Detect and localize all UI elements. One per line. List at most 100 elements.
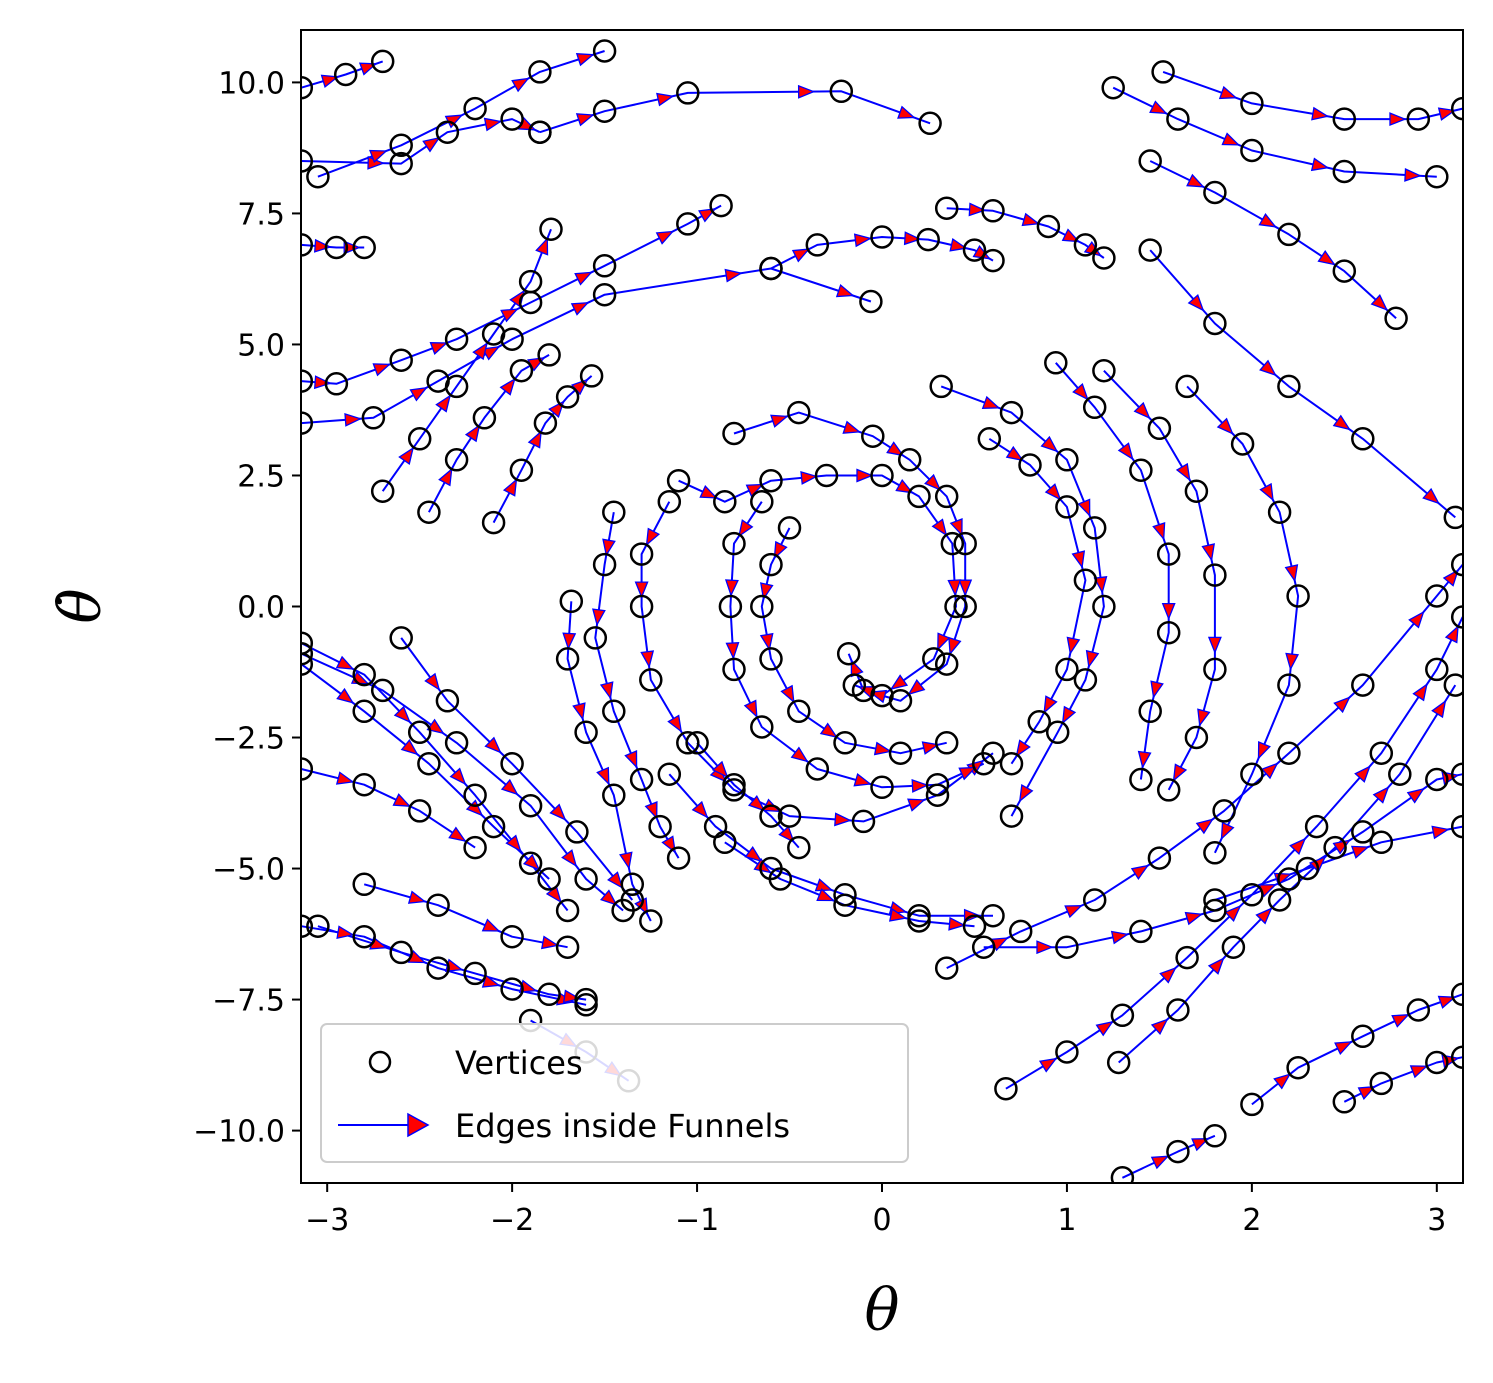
vertex-marker xyxy=(1175,945,1199,970)
vertex-marker xyxy=(1425,1050,1449,1075)
vertex-marker xyxy=(718,594,743,619)
vertex-marker xyxy=(918,111,942,136)
edge-arrowhead xyxy=(856,468,874,483)
vertex-marker xyxy=(352,235,376,260)
edge-arrowhead xyxy=(725,641,740,660)
vertex-marker xyxy=(1138,699,1162,724)
vertex-marker xyxy=(685,731,709,755)
vertex-marker xyxy=(676,81,700,105)
vertex-marker xyxy=(352,924,376,949)
vertex-marker xyxy=(1351,1024,1375,1049)
vertex-marker xyxy=(1240,762,1264,786)
edge-arrowhead xyxy=(1310,157,1330,172)
edge-arrowhead xyxy=(699,485,719,499)
edge-arrowhead xyxy=(816,888,836,902)
vertex-marker xyxy=(657,489,682,514)
edge-arrowhead xyxy=(599,681,614,700)
vertex-marker xyxy=(994,1076,1018,1101)
vertex-marker xyxy=(417,500,441,524)
vertex-marker xyxy=(777,804,802,828)
vertex-marker xyxy=(666,468,691,493)
vertex-marker xyxy=(1443,505,1463,530)
vertex-marker xyxy=(870,463,894,488)
x-tick-label: −3 xyxy=(305,1203,349,1238)
funnel-edge xyxy=(363,883,568,949)
vertex-marker xyxy=(1286,1055,1310,1080)
vertex-marker xyxy=(533,411,558,435)
vertex-marker xyxy=(922,647,946,671)
vertex-marker xyxy=(805,233,830,257)
edge-arrowhead xyxy=(911,778,930,793)
vertex-marker xyxy=(833,893,857,917)
edge-arrowhead xyxy=(1071,550,1086,569)
edge-arrowhead xyxy=(1285,652,1300,671)
vertex-marker xyxy=(944,594,968,619)
edge-arrowhead xyxy=(574,271,593,286)
edge-arrowhead xyxy=(320,74,340,89)
vertex-marker xyxy=(579,364,604,388)
vertex-marker xyxy=(1212,799,1236,823)
edge-arrowhead xyxy=(369,149,388,164)
vertex-marker xyxy=(1092,246,1116,270)
vertex-marker xyxy=(1203,898,1227,923)
edge-arrowhead xyxy=(780,684,795,704)
vertex-marker xyxy=(1129,458,1153,482)
edge-arrowhead xyxy=(667,714,683,733)
y-tick-label: 10.0 xyxy=(218,66,285,101)
vertex-marker xyxy=(962,914,987,938)
vertex-marker xyxy=(629,542,654,566)
edge-arrowhead xyxy=(400,739,419,756)
edge-arrowhead xyxy=(409,386,429,402)
y-tick-label: 5.0 xyxy=(237,328,285,363)
edge-arrowhead xyxy=(1133,401,1151,420)
edge-arrowhead xyxy=(619,851,633,870)
vertex-marker xyxy=(1045,720,1070,745)
edge-arrowhead xyxy=(1149,100,1168,115)
edge-arrowhead xyxy=(1161,602,1176,621)
vertex-marker xyxy=(463,835,487,860)
edge-arrowhead xyxy=(570,301,590,316)
vertex-marker xyxy=(859,289,883,314)
edge-arrowhead xyxy=(743,699,758,719)
vertex-marker xyxy=(759,468,783,493)
edge-arrowhead xyxy=(343,240,361,255)
vertex-marker xyxy=(555,935,580,959)
vertex-marker xyxy=(500,977,524,1001)
vertex-marker xyxy=(1184,479,1209,503)
funnel-edge xyxy=(1118,684,1457,1064)
edge-arrowhead xyxy=(949,518,963,537)
vertex-marker xyxy=(1175,374,1199,399)
vertex-marker xyxy=(407,799,432,823)
vertex-marker xyxy=(389,151,413,176)
vertex-marker xyxy=(1240,91,1264,116)
edge-arrowhead xyxy=(724,268,743,283)
vertex-marker xyxy=(1073,668,1098,692)
edge-arrowhead xyxy=(842,420,862,434)
funnel-edge xyxy=(301,768,476,849)
vertex-marker xyxy=(426,893,450,917)
edge-arrowhead xyxy=(747,795,766,812)
funnel-edge xyxy=(594,512,680,859)
vertex-marker xyxy=(1332,259,1357,283)
edge-arrowhead xyxy=(773,540,788,560)
vertex-marker xyxy=(444,327,469,351)
vertex-marker xyxy=(787,835,811,860)
vertex-marker xyxy=(1008,919,1033,944)
edge-arrowhead xyxy=(873,741,893,756)
edge-arrowhead xyxy=(645,527,661,547)
funnel-edge xyxy=(1103,370,1216,791)
edge-arrowhead xyxy=(1191,1138,1210,1152)
vertex-marker xyxy=(537,982,561,1007)
vertex-marker xyxy=(574,867,598,891)
vertex-marker xyxy=(971,935,996,959)
vertex-marker xyxy=(1277,374,1301,399)
vertex-marker xyxy=(1203,563,1227,587)
vertex-marker xyxy=(1230,432,1255,456)
vertex-marker xyxy=(657,762,682,786)
vertex-marker xyxy=(897,448,922,472)
vertex-marker xyxy=(1082,395,1107,420)
edge-arrowhead xyxy=(819,722,839,739)
vertex-marker xyxy=(481,510,506,535)
edge-arrowhead xyxy=(1015,739,1031,758)
vertex-marker xyxy=(759,804,783,828)
